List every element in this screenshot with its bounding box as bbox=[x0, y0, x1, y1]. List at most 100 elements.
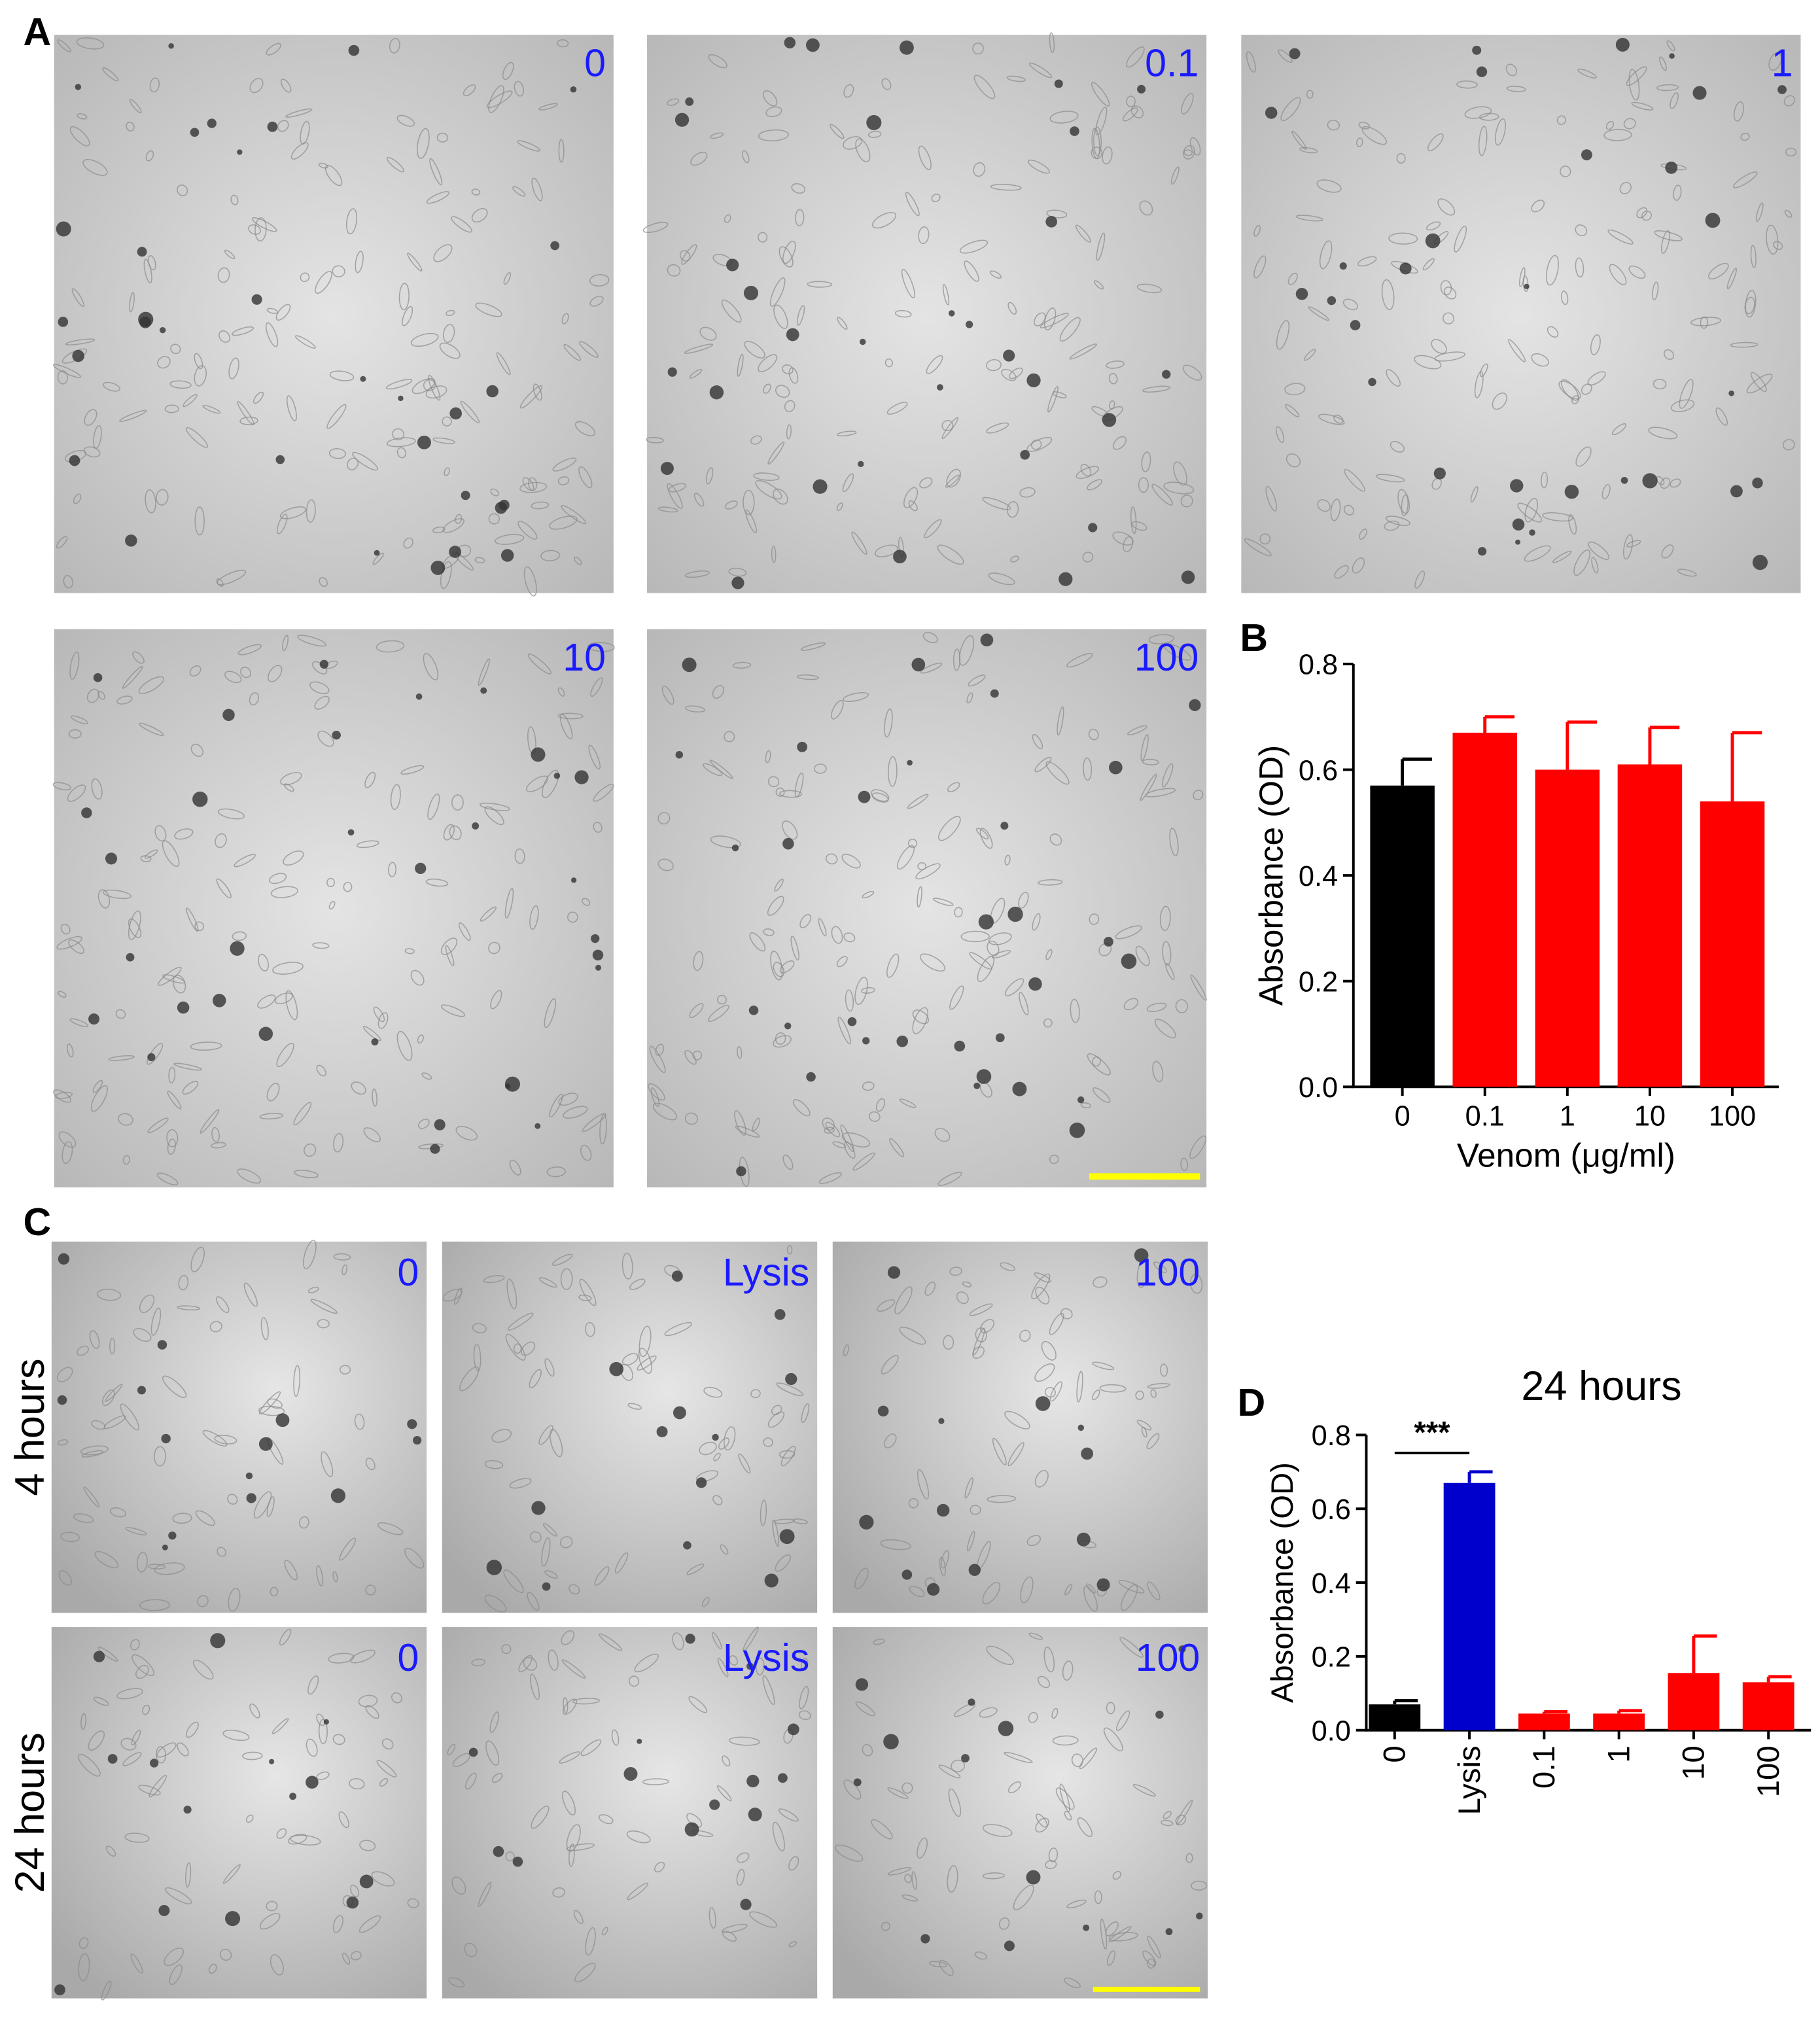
cell bbox=[831, 700, 844, 720]
dark-cell bbox=[740, 1899, 752, 1910]
cell bbox=[552, 457, 577, 472]
x-axis-label: Venom (μg/ml) bbox=[1457, 1137, 1675, 1174]
cell bbox=[1170, 166, 1180, 185]
cell bbox=[932, 898, 954, 907]
y-tick-label: 0.2 bbox=[1312, 1642, 1351, 1673]
dark-cell bbox=[887, 1266, 901, 1279]
cell bbox=[646, 436, 664, 444]
cell bbox=[523, 566, 537, 597]
cell bbox=[280, 79, 292, 93]
cell bbox=[222, 1864, 241, 1884]
cell bbox=[1661, 544, 1674, 559]
cell bbox=[1628, 265, 1646, 279]
cell bbox=[1044, 1387, 1056, 1398]
y-axis-label: Absorbance (OD) bbox=[1265, 1462, 1300, 1703]
cell bbox=[484, 806, 504, 826]
cell bbox=[1545, 254, 1559, 286]
dark-cell bbox=[1295, 288, 1308, 300]
dark-cell bbox=[858, 461, 864, 468]
cell bbox=[109, 1338, 116, 1355]
cell bbox=[825, 1121, 841, 1138]
cell bbox=[166, 1129, 179, 1147]
cell bbox=[908, 1498, 919, 1509]
cell bbox=[359, 1840, 376, 1851]
cell bbox=[131, 1654, 155, 1677]
cell bbox=[122, 1752, 142, 1766]
dark-cell bbox=[1012, 1081, 1027, 1096]
dark-cell bbox=[177, 1001, 190, 1014]
cell bbox=[169, 1964, 183, 1986]
dark-cell bbox=[1137, 84, 1146, 94]
cell bbox=[379, 1777, 389, 1787]
cell bbox=[887, 1787, 909, 1799]
dark-cell bbox=[813, 479, 828, 494]
cell bbox=[1045, 949, 1053, 960]
cell bbox=[920, 953, 946, 972]
dark-cell bbox=[289, 1793, 297, 1800]
cell bbox=[767, 441, 785, 465]
dark-cell bbox=[1077, 1096, 1085, 1104]
cell bbox=[1060, 1308, 1073, 1320]
cell bbox=[1136, 283, 1163, 294]
cell bbox=[763, 1437, 773, 1447]
cell bbox=[690, 151, 708, 166]
cell bbox=[657, 506, 678, 513]
dark-cell bbox=[938, 1418, 945, 1424]
cell bbox=[814, 763, 827, 774]
dark-cell bbox=[859, 338, 866, 345]
cell bbox=[56, 536, 68, 549]
cell bbox=[154, 1446, 166, 1467]
cell bbox=[189, 665, 201, 677]
cell bbox=[1478, 126, 1488, 156]
bar bbox=[1742, 1682, 1794, 1730]
cell bbox=[703, 1386, 723, 1398]
cell bbox=[270, 1953, 284, 1976]
cell bbox=[1352, 557, 1365, 574]
cell bbox=[143, 258, 152, 284]
cell bbox=[836, 956, 848, 968]
cell bbox=[903, 487, 919, 508]
cell bbox=[282, 635, 289, 652]
cell bbox=[1587, 371, 1606, 386]
cell bbox=[1004, 1410, 1030, 1429]
cell bbox=[943, 1335, 954, 1350]
cell bbox=[363, 1127, 381, 1143]
dark-cell bbox=[1642, 473, 1658, 489]
cell bbox=[416, 128, 430, 159]
cell bbox=[982, 1582, 1001, 1605]
cell bbox=[982, 1824, 1013, 1837]
cell bbox=[260, 1317, 269, 1340]
cell bbox=[307, 1675, 319, 1695]
dark-cell bbox=[183, 1806, 192, 1814]
dark-cell bbox=[58, 1253, 70, 1265]
cell bbox=[1064, 1584, 1073, 1596]
cell bbox=[566, 1824, 581, 1852]
dark-cell bbox=[137, 247, 147, 257]
dark-cell bbox=[1059, 572, 1073, 586]
cell bbox=[1112, 436, 1127, 450]
cell bbox=[788, 367, 799, 384]
cell bbox=[533, 383, 542, 401]
cell bbox=[1108, 373, 1118, 385]
cell bbox=[125, 1527, 147, 1535]
cell bbox=[567, 911, 578, 923]
cell bbox=[1142, 758, 1159, 765]
cell bbox=[443, 824, 455, 841]
cell bbox=[1096, 232, 1106, 261]
dark-cell bbox=[230, 941, 245, 956]
cell bbox=[1140, 734, 1149, 761]
image-label: 100 bbox=[1136, 1636, 1200, 1679]
dark-cell bbox=[1004, 1940, 1015, 1951]
cell bbox=[988, 572, 1015, 586]
cell bbox=[105, 1384, 123, 1402]
dark-cell bbox=[486, 1560, 502, 1575]
dark-cell bbox=[360, 376, 366, 382]
cell bbox=[941, 1550, 949, 1569]
cell bbox=[150, 1307, 162, 1336]
cell bbox=[947, 782, 960, 792]
panel-letter: D bbox=[1237, 1380, 1265, 1424]
cell bbox=[61, 1141, 73, 1164]
cell bbox=[1531, 353, 1549, 367]
cell bbox=[352, 451, 378, 471]
cell bbox=[1130, 105, 1144, 118]
